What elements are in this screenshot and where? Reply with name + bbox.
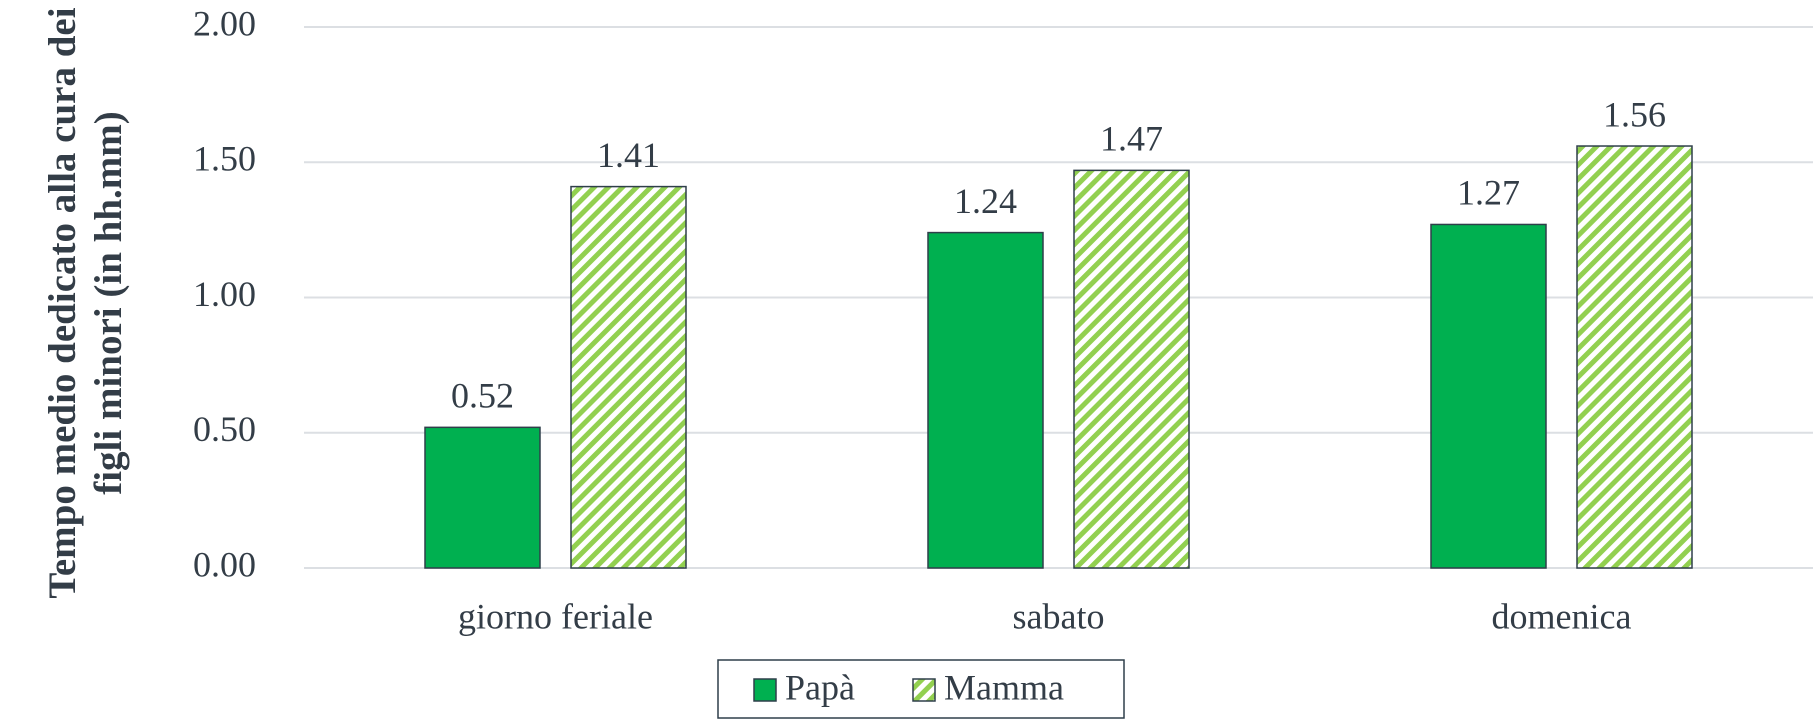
x-tick-label: giorno feriale [458, 596, 653, 636]
y-axis-title: Tempo medio dedicato alla cura dei figli… [41, 7, 130, 599]
y-tick-label: 0.00 [193, 544, 256, 584]
value-label: 1.56 [1603, 94, 1666, 134]
y-tick-label: 1.00 [193, 274, 256, 314]
bar [570, 185, 687, 569]
y-tick-label: 1.50 [193, 139, 256, 179]
legend-swatch [753, 678, 777, 702]
bar [1430, 223, 1547, 569]
x-tick-label: sabato [1013, 596, 1105, 636]
bar [927, 231, 1044, 569]
legend-swatch [912, 678, 936, 702]
value-label: 0.52 [451, 376, 514, 416]
value-label: 1.41 [597, 135, 660, 175]
y-tick-label: 0.50 [193, 409, 256, 449]
value-label: 1.47 [1100, 119, 1163, 159]
legend-label: Papà [785, 667, 855, 707]
bar [1576, 145, 1693, 569]
y-tick-label: 2.00 [193, 3, 256, 43]
bar [1073, 169, 1190, 569]
value-label: 1.27 [1457, 173, 1520, 213]
legend-label: Mamma [944, 667, 1064, 707]
bar [424, 426, 541, 569]
x-tick-label: domenica [1492, 596, 1632, 636]
value-label: 1.24 [954, 181, 1017, 221]
